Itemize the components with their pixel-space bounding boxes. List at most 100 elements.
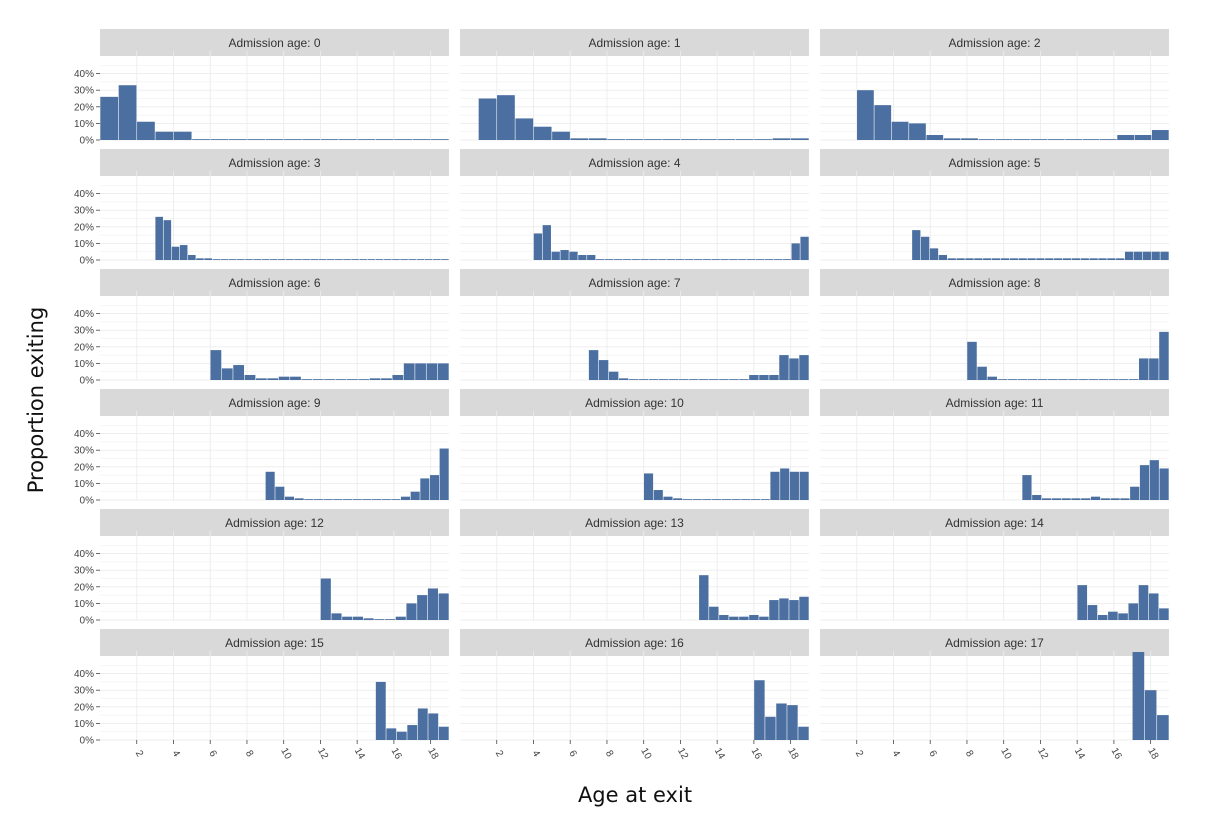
bar — [669, 379, 679, 380]
y-tick-label: 40% — [74, 429, 94, 440]
bar — [1124, 251, 1134, 260]
bar — [343, 259, 351, 260]
bar — [1138, 358, 1149, 380]
bar — [1087, 605, 1098, 620]
bar — [1134, 135, 1152, 140]
bar — [301, 379, 313, 380]
bar — [1007, 379, 1018, 380]
facet-strip-label: Admission age: 15 — [225, 636, 324, 650]
bar — [352, 499, 362, 500]
x-tick-label: 4 — [889, 749, 902, 760]
bar — [607, 139, 626, 140]
bar — [313, 499, 324, 500]
bar — [782, 259, 791, 260]
y-tick-label: 40% — [74, 309, 94, 320]
x-tick-label: 14 — [712, 746, 727, 762]
bar — [324, 379, 335, 380]
facet-panel: Admission age: 17 2 4 6 8 10 12 14 16 18 — [820, 629, 1169, 762]
bar — [978, 139, 996, 140]
bar — [682, 499, 693, 500]
bar — [1041, 498, 1052, 500]
facet-panel: Admission age: 12 0% 10% 20% 30% 40% — [74, 509, 449, 627]
bar — [1151, 130, 1169, 140]
bar — [196, 258, 204, 260]
x-tick-label: 4 — [169, 749, 182, 760]
bar — [1159, 468, 1169, 500]
bar — [416, 259, 425, 260]
bar — [618, 378, 629, 380]
y-tick-label: 0% — [80, 256, 95, 267]
bar — [926, 135, 944, 140]
bar — [1077, 585, 1088, 620]
bar — [789, 600, 799, 620]
facet-strip — [820, 269, 1169, 296]
bar — [578, 255, 587, 260]
bar — [310, 259, 319, 260]
bar — [712, 499, 722, 500]
x-tick-label: 18 — [425, 746, 440, 762]
bar — [342, 499, 353, 500]
bar — [693, 259, 703, 260]
x-tick-label: 16 — [749, 746, 764, 762]
bar — [212, 259, 221, 260]
bar — [1000, 258, 1010, 260]
bar — [622, 259, 631, 260]
bar — [429, 475, 440, 500]
bar — [228, 139, 247, 140]
bar — [1097, 615, 1108, 620]
bar — [331, 613, 342, 620]
bar — [265, 139, 284, 140]
facet-strip-label: Admission age: 17 — [945, 636, 1044, 650]
bar — [245, 259, 253, 260]
bar — [320, 578, 331, 620]
bar — [294, 259, 302, 260]
bar — [552, 131, 570, 140]
y-tick-label: 40% — [74, 69, 94, 80]
bar — [326, 259, 335, 260]
bar — [643, 473, 654, 500]
bar — [155, 131, 174, 140]
bar — [739, 379, 749, 380]
bar — [100, 96, 119, 140]
bar — [1061, 498, 1071, 500]
bar — [956, 258, 965, 260]
bar — [1128, 603, 1139, 620]
facet-strip-label: Admission age: 10 — [585, 396, 684, 410]
bar — [1071, 498, 1081, 500]
bar — [663, 496, 673, 500]
y-tick-label: 10% — [74, 359, 94, 370]
bar — [1139, 465, 1150, 500]
y-tick-label: 10% — [74, 239, 94, 250]
bar — [764, 259, 774, 260]
bar — [312, 379, 324, 380]
bar — [772, 138, 791, 140]
bar — [638, 379, 649, 380]
bar — [426, 363, 438, 380]
bar — [721, 499, 731, 500]
bar — [1160, 251, 1169, 260]
facet-strip-label: Admission age: 13 — [585, 516, 684, 530]
bar — [991, 258, 1001, 260]
bar — [765, 716, 776, 740]
x-tick-label: 4 — [529, 749, 542, 760]
facet-strip-label: Admission age: 12 — [225, 516, 324, 530]
bar — [789, 471, 799, 500]
x-tick-label: 10 — [278, 746, 293, 762]
bar — [749, 375, 759, 380]
x-tick-label: 6 — [926, 749, 939, 760]
bar — [755, 259, 765, 260]
bar — [720, 259, 729, 260]
bar — [294, 498, 304, 500]
bar — [383, 259, 392, 260]
bar — [551, 251, 560, 260]
bar — [417, 595, 428, 620]
bar — [628, 379, 639, 380]
bar — [1030, 139, 1048, 140]
bar — [658, 259, 667, 260]
y-tick-label: 0% — [80, 496, 95, 507]
facet-strip-label: Admission age: 16 — [585, 636, 684, 650]
bar — [233, 365, 245, 380]
facet-strip-label: Admission age: 9 — [228, 396, 320, 410]
bar — [351, 259, 359, 260]
bar — [595, 259, 605, 260]
